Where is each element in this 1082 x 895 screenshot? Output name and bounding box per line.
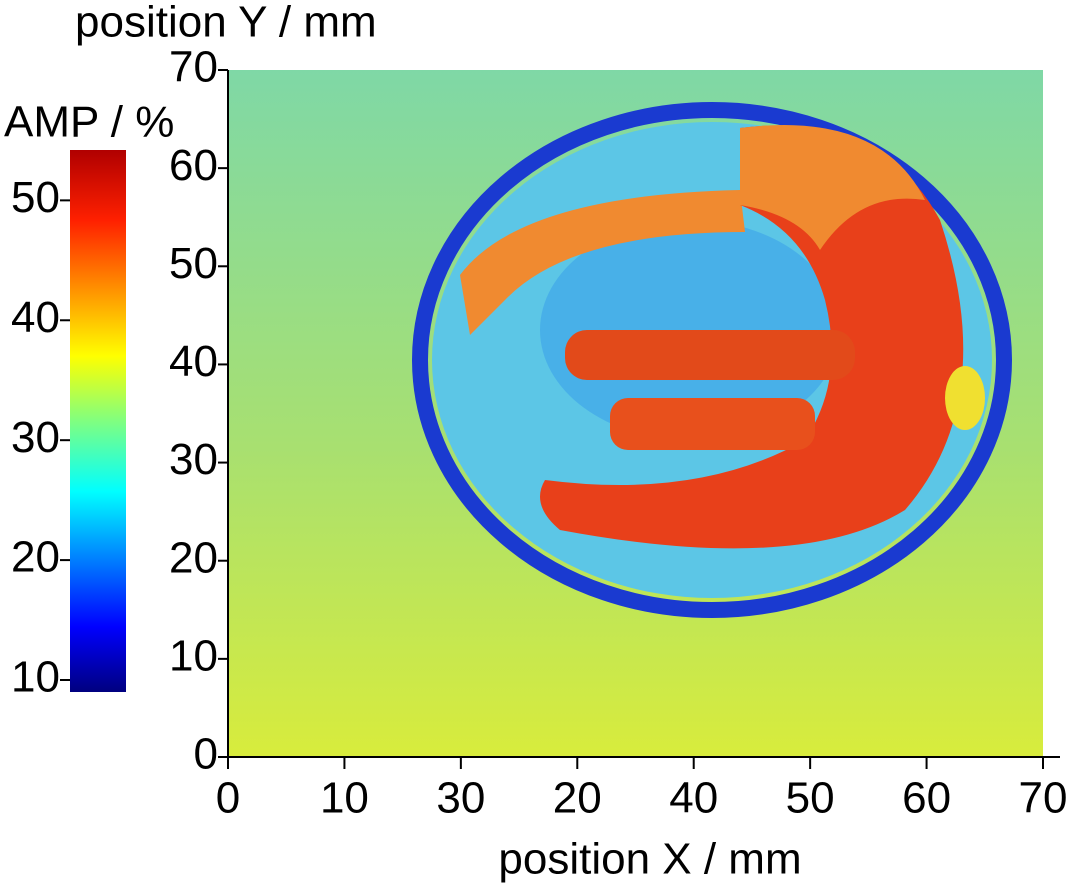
y-tick-label: 40 <box>169 337 218 386</box>
x-tick-label: 20 <box>553 774 602 823</box>
colorbar-tick-label: 50 <box>11 173 60 222</box>
x-axis-label: position X / mm <box>498 835 801 884</box>
y-tick-label: 10 <box>169 631 218 680</box>
colorbar-tick-label: 20 <box>11 533 60 582</box>
y-axis-label: position Y / mm <box>75 0 377 47</box>
y-tick-label: 60 <box>169 141 218 190</box>
heatmap-image <box>228 70 1043 757</box>
x-tick-label: 10 <box>320 774 369 823</box>
x-tick-label: 50 <box>786 774 835 823</box>
colorbar-label: AMP / % <box>4 98 174 147</box>
colorbar-tick-label: 40 <box>11 293 60 342</box>
x-tick-label: 30 <box>436 774 485 823</box>
y-tick-label: 0 <box>194 730 218 779</box>
x-tick-label: 60 <box>902 774 951 823</box>
colorbar-tick-label: 10 <box>11 653 60 702</box>
x-tick-label: 0 <box>216 774 240 823</box>
x-tick-label: 70 <box>1019 774 1068 823</box>
y-tick-label: 70 <box>169 43 218 92</box>
y-tick-label: 30 <box>169 435 218 484</box>
y-tick-label: 20 <box>169 533 218 582</box>
colorbar <box>70 150 126 692</box>
colorbar-tick-label: 30 <box>11 413 60 462</box>
x-tick-label: 40 <box>669 774 718 823</box>
y-tick-label: 50 <box>169 239 218 288</box>
